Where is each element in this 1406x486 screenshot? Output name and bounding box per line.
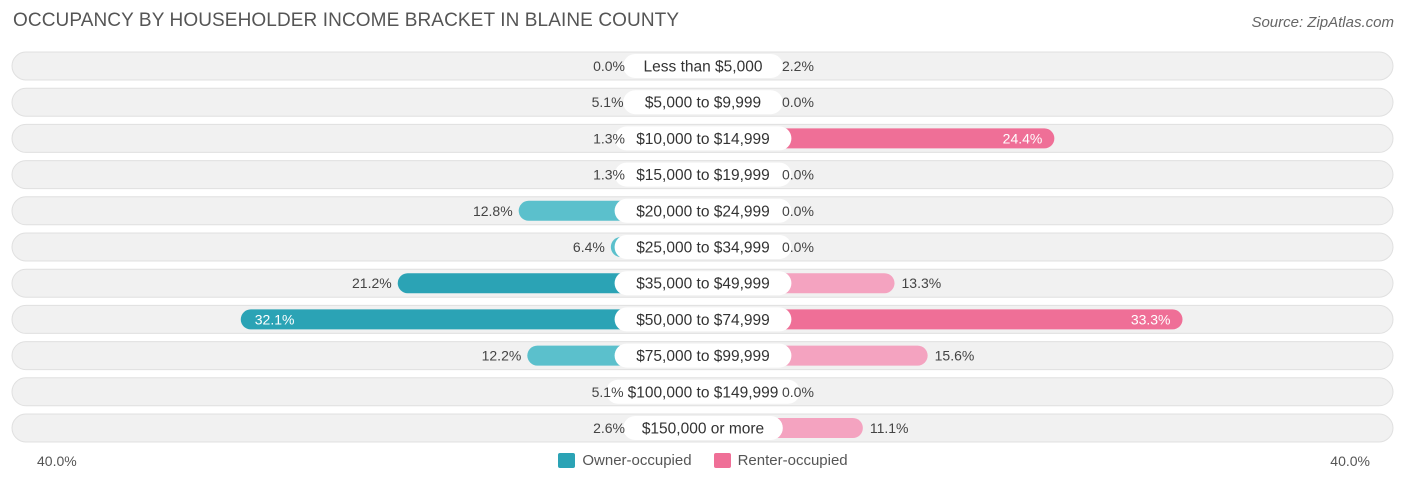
legend-owner-label: Owner-occupied xyxy=(582,452,692,469)
chart-row: $10,000 to $14,999 1.3% 24.4% xyxy=(11,123,1394,153)
chart-row: $35,000 to $49,999 21.2% 13.3% xyxy=(11,268,1394,298)
axis-left-label: 40.0% xyxy=(37,453,77,469)
category-label: $50,000 to $74,999 xyxy=(636,312,770,329)
category-label-pill xyxy=(623,90,783,115)
chart-row: $50,000 to $74,999 32.1% 33.3% xyxy=(11,304,1394,334)
legend-renter: Renter-occupied xyxy=(713,452,848,469)
bar-renter xyxy=(703,309,1183,330)
bar-renter xyxy=(703,128,1055,149)
category-label-pill xyxy=(614,162,792,187)
category-label: $75,000 to $99,999 xyxy=(636,348,770,365)
category-label: $15,000 to $19,999 xyxy=(636,167,770,184)
category-label: $20,000 to $24,999 xyxy=(636,203,770,220)
category-label-pill xyxy=(614,235,792,259)
category-label-pill xyxy=(614,126,792,151)
value-label-owner: 1.3% xyxy=(593,130,625,146)
value-label-renter: 24.4% xyxy=(1003,130,1043,146)
value-label-renter: 2.2% xyxy=(782,58,814,74)
value-label-owner: 12.8% xyxy=(473,203,513,219)
value-label-renter: 0.0% xyxy=(782,239,814,255)
category-label-pill xyxy=(623,54,783,78)
category-label-pill xyxy=(623,416,783,440)
source-label: Source: ZipAtlas.com xyxy=(1251,14,1394,31)
category-label: Less than $5,000 xyxy=(644,59,763,76)
value-label-owner: 0.0% xyxy=(593,58,625,74)
legend: Owner-occupied Renter-occupied xyxy=(0,452,1406,469)
chart-row: Less than $5,000 0.0% 2.2% xyxy=(11,51,1394,81)
category-label: $150,000 or more xyxy=(642,421,764,438)
diverging-bar-chart: Less than $5,000 0.0% 2.2% $5,000 to $9,999… xyxy=(11,51,1394,443)
value-label-owner: 32.1% xyxy=(255,311,295,327)
value-label-renter: 13.3% xyxy=(902,275,942,291)
value-label-owner: 6.4% xyxy=(573,239,605,255)
category-label-pill xyxy=(606,379,800,404)
category-label: $25,000 to $34,999 xyxy=(636,240,770,257)
legend-renter-label: Renter-occupied xyxy=(737,452,848,469)
bar-owner xyxy=(240,309,703,330)
value-label-owner: 2.6% xyxy=(593,420,625,436)
category-label: $5,000 to $9,999 xyxy=(645,95,761,112)
category-label: $100,000 to $149,999 xyxy=(628,384,779,401)
value-label-owner: 5.1% xyxy=(592,384,624,400)
value-label-renter: 11.1% xyxy=(870,420,909,436)
chart-title: OCCUPANCY BY HOUSEHOLDER INCOME BRACKET … xyxy=(13,10,680,31)
chart-row: $15,000 to $19,999 1.3% 0.0% xyxy=(11,160,1394,190)
legend-renter-swatch xyxy=(713,453,731,468)
chart-row: $5,000 to $9,999 5.1% 0.0% xyxy=(11,87,1394,117)
value-label-renter: 0.0% xyxy=(782,167,814,183)
value-label-renter: 0.0% xyxy=(782,94,814,110)
value-label-owner: 1.3% xyxy=(593,167,625,183)
category-label-pill xyxy=(614,307,792,332)
chart-row: $75,000 to $99,999 12.2% 15.6% xyxy=(11,341,1394,371)
chart-row: $150,000 or more 2.6% 11.1% xyxy=(11,413,1394,443)
value-label-owner: 5.1% xyxy=(592,94,624,110)
category-label: $35,000 to $49,999 xyxy=(636,276,770,293)
value-label-owner: 12.2% xyxy=(482,348,522,364)
value-label-owner: 21.2% xyxy=(352,275,392,291)
category-label-pill xyxy=(614,198,792,223)
value-label-renter: 15.6% xyxy=(935,348,975,364)
value-label-renter: 0.0% xyxy=(782,203,814,219)
value-label-renter: 33.3% xyxy=(1131,311,1171,327)
legend-owner-swatch xyxy=(558,453,576,468)
value-label-renter: 0.0% xyxy=(782,384,814,400)
legend-owner: Owner-occupied xyxy=(558,452,692,469)
category-label: $10,000 to $14,999 xyxy=(636,131,770,148)
chart-row: $25,000 to $34,999 6.4% 0.0% xyxy=(11,232,1394,262)
chart-row: $20,000 to $24,999 12.8% 0.0% xyxy=(11,196,1394,226)
category-label-pill xyxy=(614,343,792,368)
category-label-pill xyxy=(614,271,792,296)
axis-right-label: 40.0% xyxy=(1330,453,1370,469)
